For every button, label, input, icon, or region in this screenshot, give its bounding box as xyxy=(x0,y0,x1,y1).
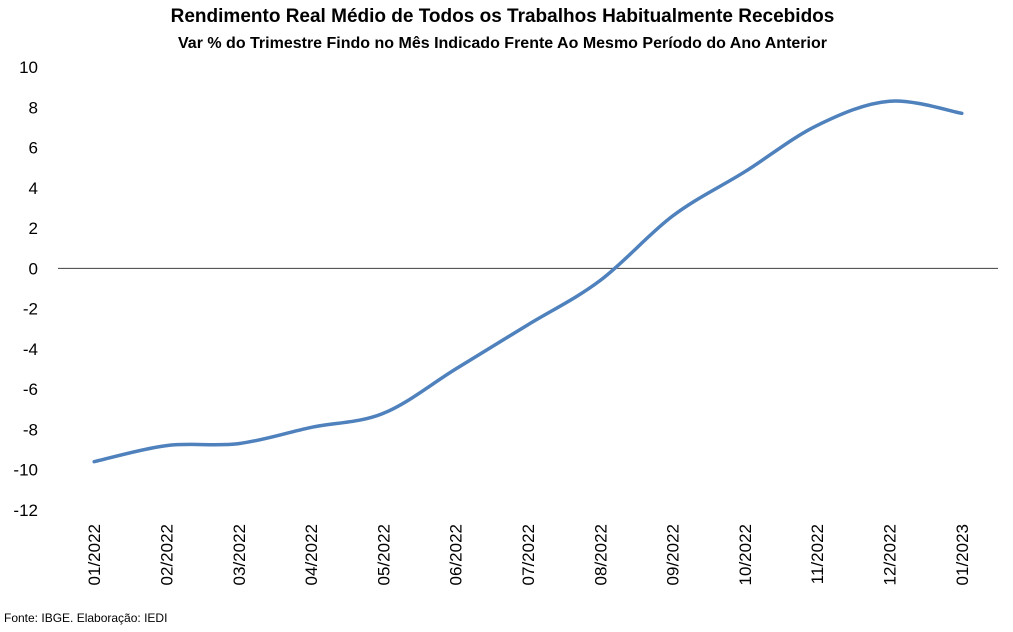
x-tick-label: 04/2022 xyxy=(302,524,321,585)
x-tick-label: 03/2022 xyxy=(230,524,249,585)
x-tick-label: 08/2022 xyxy=(591,524,610,585)
y-tick-label: -6 xyxy=(23,380,38,399)
data-point xyxy=(960,111,964,115)
x-tick-label: 01/2023 xyxy=(953,524,972,585)
data-point xyxy=(309,425,313,429)
y-tick-label: 6 xyxy=(29,139,38,158)
data-point xyxy=(92,460,96,464)
data-point xyxy=(381,411,385,415)
x-tick-label: 06/2022 xyxy=(447,524,466,585)
series-line xyxy=(92,99,964,464)
data-point xyxy=(815,123,819,127)
y-tick-label: 2 xyxy=(29,219,38,238)
chart-subtitle: Var % do Trimestre Findo no Mês Indicado… xyxy=(178,35,827,52)
x-axis-ticks: 01/2022 02/2022 03/2022 04/2022 05/2022 06/20… xyxy=(85,524,972,585)
x-tick-label: 02/2022 xyxy=(157,524,176,585)
x-tick-label: 05/2022 xyxy=(374,524,393,585)
x-tick-label: 07/2022 xyxy=(519,524,538,585)
chart-title: Rendimento Real Médio de Todos os Trabal… xyxy=(170,6,835,27)
x-tick-label: 11/2022 xyxy=(808,524,827,584)
y-tick-label: 0 xyxy=(29,259,38,278)
source-note: Fonte: IBGE. Elaboração: IEDI xyxy=(4,611,168,625)
y-tick-label: -2 xyxy=(23,300,38,319)
y-tick-label: -4 xyxy=(23,340,38,359)
y-tick-label: -12 xyxy=(13,501,38,520)
data-point xyxy=(888,99,892,103)
data-point xyxy=(165,444,169,448)
y-tick-label: 10 xyxy=(19,58,38,77)
x-tick-label: 09/2022 xyxy=(664,524,683,585)
x-tick-label: 10/2022 xyxy=(736,524,755,585)
data-point xyxy=(237,442,241,446)
data-point xyxy=(526,323,530,327)
data-point xyxy=(743,170,747,174)
y-axis-ticks: 10 8 6 4 2 0 -2 -4 -6 -8 -10 -12 xyxy=(13,58,38,520)
x-tick-label: 12/2022 xyxy=(881,524,900,585)
y-tick-label: -10 xyxy=(13,461,38,480)
data-point xyxy=(454,367,458,371)
data-point xyxy=(598,278,602,282)
y-tick-label: 8 xyxy=(29,98,38,117)
series-group xyxy=(92,99,964,464)
x-tick-label: 01/2022 xyxy=(85,524,104,585)
y-tick-label: 4 xyxy=(29,179,38,198)
data-point xyxy=(671,214,675,218)
y-tick-label: -8 xyxy=(23,420,38,439)
